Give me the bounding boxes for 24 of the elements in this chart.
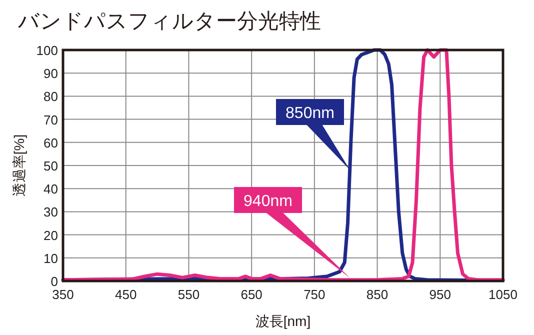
y-tick-label: 40 — [44, 182, 58, 197]
x-axis-title: 波長[nm] — [255, 313, 311, 329]
y-tick-label: 60 — [44, 135, 58, 150]
y-tick-label: 100 — [36, 43, 58, 58]
x-tick-label: 450 — [115, 287, 137, 302]
x-tick-label: 850 — [366, 287, 388, 302]
y-tick-label: 30 — [44, 204, 58, 220]
y-tick-label: 90 — [44, 66, 58, 82]
y-tick-label: 10 — [44, 250, 58, 266]
y-tick-label: 70 — [44, 112, 58, 128]
annotation: 850nm — [286, 105, 334, 122]
chart-title: バンドパスフィルター分光特性 — [17, 10, 321, 33]
y-tick-label: 50 — [44, 158, 58, 174]
x-tick-label: 550 — [178, 287, 200, 302]
y-tick-label: 20 — [44, 228, 58, 243]
x-tick-label: 950 — [429, 287, 451, 302]
x-tick-label: 1050 — [488, 287, 518, 302]
annotation: 940nm — [244, 193, 292, 210]
y-tick-label: 80 — [44, 89, 58, 104]
y-tick-label: 0 — [50, 274, 58, 289]
y-axis-title: 透過率[%] — [11, 134, 27, 197]
x-tick-label: 750 — [304, 287, 326, 302]
x-tick-label: 650 — [240, 287, 262, 302]
x-tick-label: 350 — [52, 287, 74, 302]
